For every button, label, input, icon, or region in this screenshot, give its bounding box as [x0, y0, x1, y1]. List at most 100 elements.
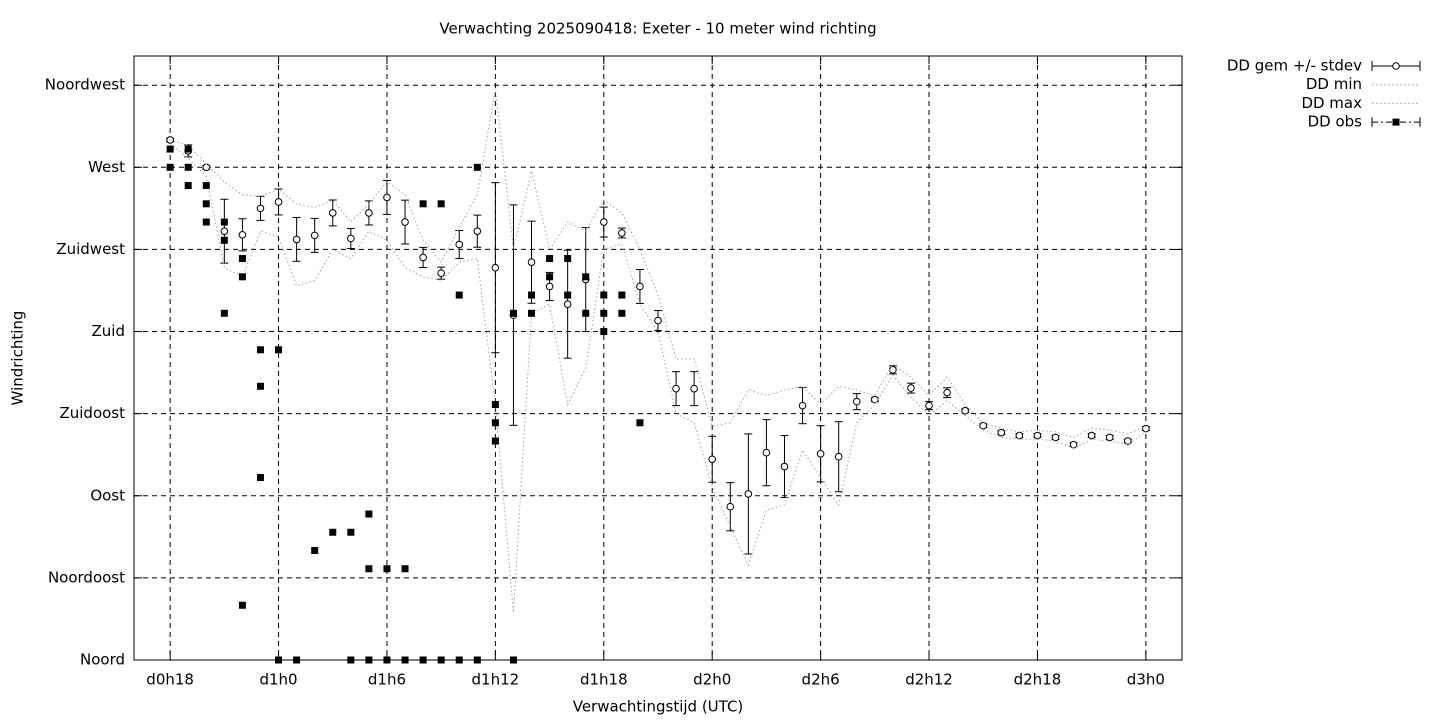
mean-point: [1051, 433, 1060, 442]
obs-point: [455, 291, 463, 299]
mean-point: [220, 227, 229, 235]
mean-point: [708, 455, 717, 464]
obs-point: [401, 656, 409, 664]
obs-point: [473, 656, 481, 664]
mean-point: [328, 209, 337, 217]
mean-point: [256, 204, 265, 213]
obs-point: [528, 291, 536, 299]
obs-point: [347, 656, 355, 664]
x-tick-label: d1h0: [259, 671, 297, 689]
mean-point: [726, 502, 735, 511]
mean-point: [852, 397, 861, 406]
x-tick-label: d3h0: [1127, 671, 1165, 689]
obs-point: [329, 528, 337, 536]
mean-point: [798, 401, 807, 410]
obs-point: [401, 565, 409, 573]
y-axis-label: Windrichting: [9, 311, 27, 406]
mean-point: [997, 428, 1006, 437]
mean-point: [780, 462, 789, 471]
line: [169, 88, 1147, 438]
y-tick-label: Oost: [90, 486, 125, 504]
obs-point: [166, 163, 174, 171]
mean-point: [961, 406, 969, 415]
mean-point: [491, 263, 500, 272]
obs-point: [311, 547, 319, 555]
mean-point: [599, 218, 608, 226]
mean-point: [636, 282, 644, 291]
x-tick-label: d2h6: [802, 671, 840, 689]
mean-point: [292, 235, 301, 244]
mean-point: [473, 227, 482, 235]
obs-point: [365, 510, 373, 518]
y-tick-label: Noordwest: [45, 76, 125, 94]
obs-point: [509, 656, 517, 664]
legend-swatch: [1392, 62, 1400, 70]
mean-point: [816, 450, 825, 458]
y-tick-label: Noord: [80, 651, 125, 669]
mean-point: [871, 395, 879, 404]
obs-point: [184, 182, 192, 190]
obs-point: [437, 200, 445, 208]
obs-point: [238, 601, 246, 609]
obs-point: [600, 291, 608, 299]
obs-point: [473, 163, 481, 171]
x-axis-label: Verwachtingstijd (UTC): [573, 698, 744, 716]
x-tick-label: d2h0: [693, 671, 731, 689]
obs-point: [636, 419, 644, 427]
mean-point: [1015, 431, 1024, 440]
y-tick-label: Zuidoost: [59, 404, 125, 422]
obs-point: [600, 328, 608, 336]
mean-point: [1123, 437, 1132, 445]
mean-point: [1142, 424, 1150, 433]
obs-point: [491, 401, 499, 409]
x-tick-label: d2h18: [1014, 671, 1062, 689]
mean-point: [925, 401, 933, 410]
y-tick-label: Zuid: [92, 322, 125, 340]
obs-point: [202, 200, 210, 208]
obs-point: [618, 291, 626, 299]
legend-swatch: [1392, 118, 1400, 126]
mean-point: [455, 240, 464, 249]
obs-point: [383, 565, 391, 573]
obs-point: [202, 182, 210, 190]
obs-point: [528, 309, 536, 317]
obs-point: [275, 656, 283, 664]
obs-point: [455, 656, 463, 664]
legend-label: DD max: [1301, 94, 1362, 112]
obs-point: [383, 656, 391, 664]
y-tick-label: Zuidwest: [56, 240, 125, 258]
mean-point: [943, 388, 951, 397]
mean-point: [744, 490, 753, 498]
mean-point: [690, 384, 698, 393]
obs-point: [582, 309, 590, 317]
legend-label: DD obs: [1308, 113, 1363, 131]
obs-point: [564, 291, 572, 299]
legend-label: DD gem +/- stdev: [1227, 57, 1362, 75]
obs-point: [491, 437, 499, 445]
mean-point: [401, 218, 409, 226]
obs-point: [546, 273, 554, 281]
mean-point: [238, 231, 247, 239]
obs-point: [419, 656, 427, 664]
mean-point: [365, 209, 373, 217]
obs-point: [275, 346, 283, 354]
mean-point: [383, 193, 391, 202]
obs-point: [256, 382, 264, 390]
obs-point: [618, 309, 626, 317]
obs-point: [256, 346, 264, 354]
mean-point: [618, 229, 626, 237]
obs-point: [166, 145, 174, 153]
obs-point: [220, 236, 228, 244]
mean-point: [979, 421, 988, 430]
mean-point: [310, 231, 319, 240]
mean-point: [889, 366, 897, 374]
obs-point: [546, 255, 554, 263]
obs-point: [238, 273, 246, 281]
obs-point: [365, 656, 373, 664]
obs-point: [220, 218, 228, 226]
obs-point: [220, 309, 228, 317]
chart-title: Verwachting 2025090418: Exeter - 10 mete…: [439, 20, 876, 38]
mean-point: [834, 452, 843, 461]
mean-point: [545, 282, 554, 291]
mean-point: [202, 163, 211, 172]
